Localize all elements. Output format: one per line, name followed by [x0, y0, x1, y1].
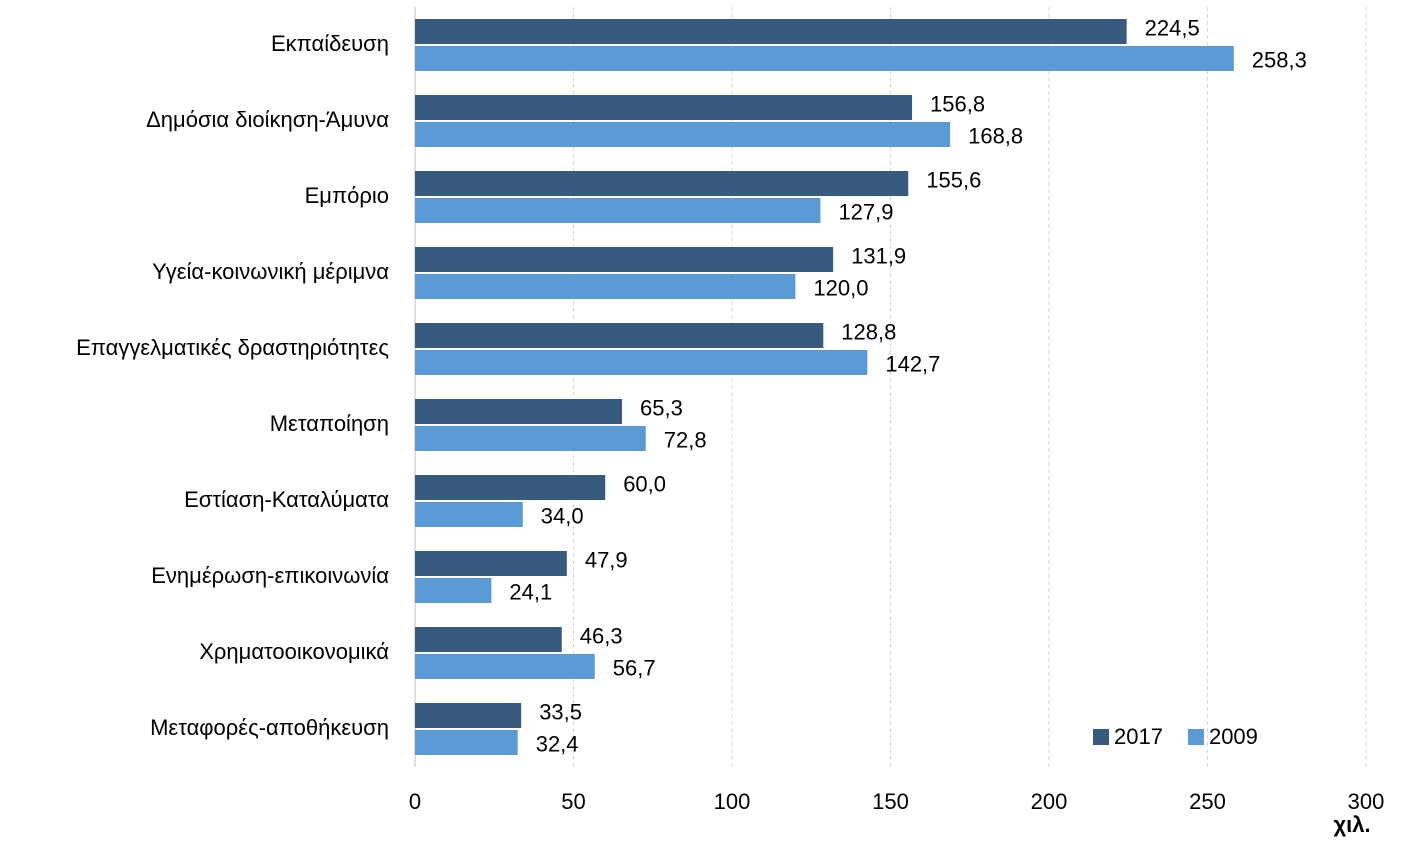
- data-label: 32,4: [536, 731, 579, 756]
- y-tick-label: Υγεία-κοινωνική μέριμνα: [152, 259, 389, 284]
- x-axis-label: χιλ.: [1333, 812, 1370, 837]
- bar: [415, 730, 518, 755]
- bar: [415, 551, 567, 576]
- data-label: 155,6: [926, 167, 981, 192]
- data-label: 258,3: [1252, 47, 1307, 72]
- bar: [415, 19, 1127, 44]
- y-tick-label: Εκπαίδευση: [271, 31, 389, 56]
- bar: [415, 274, 796, 299]
- x-tick-label: 300: [1348, 789, 1385, 814]
- y-tick-label: Εμπόριο: [305, 183, 389, 208]
- legend-swatch: [1187, 729, 1204, 745]
- bar: [415, 627, 562, 652]
- data-label: 60,0: [623, 471, 666, 496]
- data-label: 156,8: [930, 91, 985, 116]
- data-label: 47,9: [585, 547, 628, 572]
- y-tick-label: Μεταφορές-αποθήκευση: [150, 715, 389, 740]
- bar: [415, 350, 868, 375]
- bar: [415, 122, 951, 147]
- legend-label: 2017: [1114, 724, 1163, 749]
- bar: [415, 426, 646, 451]
- x-tick-label: 100: [714, 789, 751, 814]
- bar: [415, 703, 522, 728]
- x-tick-label: 250: [1189, 789, 1226, 814]
- y-tick-label: Εστίαση-Καταλύματα: [184, 487, 389, 512]
- y-tick-label: Δημόσια διοίκηση-Άμυνα: [146, 107, 389, 132]
- data-label: 120,0: [813, 275, 868, 300]
- data-label: 34,0: [541, 503, 584, 528]
- y-tick-label: Μεταποίηση: [270, 411, 389, 436]
- x-tick-label: 0: [409, 789, 421, 814]
- x-tick-label: 50: [561, 789, 585, 814]
- data-label: 131,9: [851, 243, 906, 268]
- legend-swatch: [1093, 729, 1109, 745]
- x-tick-label: 150: [872, 789, 909, 814]
- data-label: 168,8: [968, 123, 1023, 148]
- bar: [415, 198, 821, 223]
- data-label: 224,5: [1145, 15, 1200, 40]
- bar: [415, 399, 623, 424]
- bar: [415, 475, 606, 500]
- data-label: 127,9: [838, 199, 893, 224]
- y-tick-label: Επαγγελματικές δραστηριότητες: [76, 335, 389, 360]
- bar: [415, 95, 913, 120]
- x-tick-label: 200: [1031, 789, 1068, 814]
- bar: [415, 578, 492, 603]
- data-label: 24,1: [509, 579, 552, 604]
- data-label: 128,8: [841, 319, 896, 344]
- bar: [415, 654, 595, 679]
- data-label: 56,7: [613, 655, 656, 680]
- bar: [415, 247, 834, 272]
- bar: [415, 323, 824, 348]
- bar: [415, 502, 523, 527]
- y-tick-label: Χρηματοοικονομικά: [199, 639, 389, 664]
- bar: [415, 171, 909, 196]
- legend-label: 2009: [1209, 724, 1258, 749]
- data-label: 46,3: [580, 623, 623, 648]
- data-label: 33,5: [539, 699, 582, 724]
- data-label: 72,8: [664, 427, 707, 452]
- data-label: 142,7: [885, 351, 940, 376]
- data-label: 65,3: [640, 395, 683, 420]
- y-tick-label: Ενημέρωση-επικοινωνία: [151, 563, 389, 588]
- bar: [415, 46, 1234, 71]
